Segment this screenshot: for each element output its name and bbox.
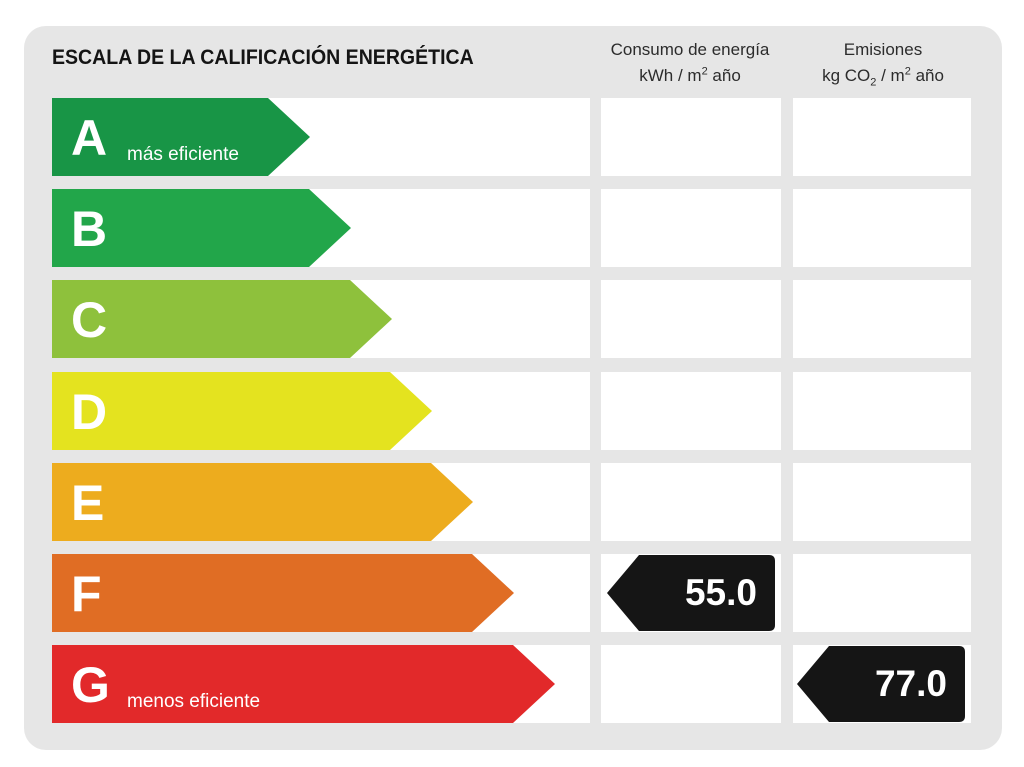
rating-arrow-c — [52, 280, 392, 358]
emissions-cell-c — [793, 280, 971, 358]
rating-note-g: menos eficiente — [127, 691, 261, 712]
emissions-marker-shape — [797, 646, 965, 722]
rating-arrow-shape-g — [52, 645, 555, 723]
rating-note-a: más eficiente — [127, 144, 239, 165]
rating-arrow-shape-e — [52, 463, 473, 541]
rating-arrow-d — [52, 372, 432, 450]
rating-arrow-g — [52, 645, 555, 723]
rating-arrow-shape-b — [52, 189, 351, 267]
rating-arrow-shape-d — [52, 372, 432, 450]
emissions-rating-marker — [797, 646, 965, 722]
energy-header-unit: kWh / m2 año — [639, 65, 741, 85]
energy-cell-d — [601, 372, 781, 450]
energy-cell-g — [601, 645, 781, 723]
emissions-value: 77.0 — [874, 663, 947, 704]
emissions-cell-b — [793, 189, 971, 267]
rating-letter-c: C — [71, 292, 108, 348]
rating-letter-f: F — [71, 566, 102, 622]
emissions-header: Emisiones kg CO2 / m2 año — [787, 37, 979, 89]
energy-consumption-header: Consumo de energía kWh / m2 año — [592, 37, 788, 89]
emissions-cell-d — [793, 372, 971, 450]
rating-arrow-f — [52, 554, 514, 632]
energy-marker-shape — [607, 555, 775, 631]
rating-arrow-e — [52, 463, 473, 541]
emissions-header-line1: Emisiones — [843, 40, 923, 59]
energy-rating-marker — [607, 555, 775, 631]
energy-cell-a — [601, 98, 781, 176]
energy-cell-c — [601, 280, 781, 358]
emissions-header-unit: kg CO2 / m2 año — [822, 65, 944, 89]
rating-arrow-shape-a — [52, 98, 310, 176]
emissions-cell-e — [793, 463, 971, 541]
rating-letter-g: G — [71, 657, 110, 713]
rating-arrow-b — [52, 189, 351, 267]
rating-arrow-shape-c — [52, 280, 392, 358]
emissions-cell-a — [793, 98, 971, 176]
rating-letter-a: A — [71, 110, 108, 166]
emissions-cell-f — [793, 554, 971, 632]
rating-letter-b: B — [71, 201, 108, 257]
energy-value: 55.0 — [684, 572, 757, 613]
energy-cell-b — [601, 189, 781, 267]
rating-letter-d: D — [71, 384, 108, 440]
energy-cell-e — [601, 463, 781, 541]
rating-letter-e: E — [71, 475, 105, 531]
energy-header-line1: Consumo de energía — [610, 40, 770, 59]
rating-arrow-shape-f — [52, 554, 514, 632]
label-title: ESCALA DE LA CALIFICACIÓN ENERGÉTICA — [52, 46, 474, 69]
rating-arrow-a — [52, 98, 310, 176]
